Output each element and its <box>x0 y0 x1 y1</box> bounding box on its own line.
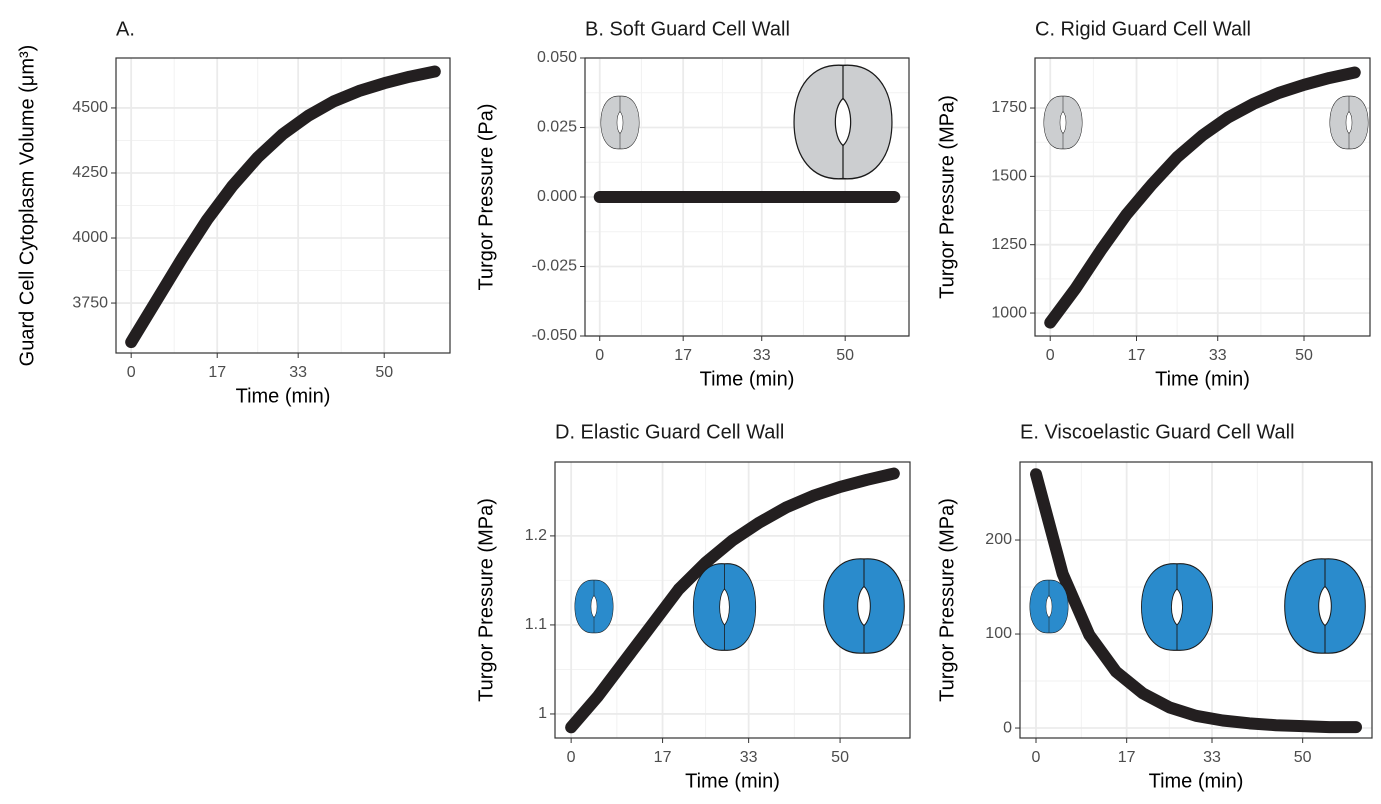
x-axis-title: Time (min) <box>236 385 331 407</box>
plot-frame <box>554 461 911 739</box>
x-tick-label: 50 <box>1295 347 1313 364</box>
chart-title: A. <box>116 18 135 40</box>
x-tick-label: 0 <box>595 347 604 364</box>
x-tick-label: 33 <box>740 749 758 766</box>
y-tick-label: 3750 <box>72 294 108 311</box>
plot-background <box>1035 58 1370 336</box>
y-tick-label: 0.025 <box>537 119 577 136</box>
chart-title: B. Soft Guard Cell Wall <box>585 18 790 40</box>
y-tick-label: 1750 <box>991 99 1027 116</box>
x-axis-title: Time (min) <box>685 770 780 792</box>
x-tick-label: 17 <box>1118 749 1136 766</box>
x-tick-label: 0 <box>567 749 576 766</box>
y-axis-title: Turgor Pressure (MPa) <box>475 498 497 702</box>
y-tick-label: 0 <box>1003 719 1012 736</box>
y-axis-title: Turgor Pressure (MPa) <box>936 95 958 299</box>
y-axis-title: Turgor Pressure (MPa) <box>936 498 958 702</box>
plot-frame <box>115 57 451 354</box>
guard-cell-icon <box>574 579 614 634</box>
chart-title: E. Viscoelastic Guard Cell Wall <box>1020 421 1295 443</box>
y-tick-label: 0.000 <box>537 188 577 205</box>
guard-cell-icon <box>1029 579 1069 634</box>
x-tick-label: 17 <box>1128 347 1146 364</box>
guard-cell-icon <box>1140 563 1214 651</box>
plot-frame <box>584 57 910 337</box>
x-tick-label: 33 <box>289 364 307 381</box>
x-axis-title: Time (min) <box>1149 770 1244 792</box>
guard-cell-icon <box>1329 95 1369 150</box>
y-axis-title: Turgor Pressure (Pa) <box>475 103 497 290</box>
x-axis-title: Time (min) <box>1155 368 1250 390</box>
y-axis-title: Guard Cell Cytoplasm Volume (μm³) <box>16 45 38 367</box>
y-tick-label: 1500 <box>991 168 1027 185</box>
x-axis-title: Time (min) <box>700 368 795 390</box>
panel: 1000 1250 1500 1750 0 17 33 50 C. Rigid Guard Ce… <box>936 18 1371 390</box>
guard-cell-icon <box>1043 95 1083 150</box>
x-tick-label: 50 <box>375 364 393 381</box>
x-tick-label: 0 <box>127 364 136 381</box>
plot-frame <box>1034 57 1371 337</box>
y-tick-label: 1.1 <box>525 616 547 633</box>
guard-cell-icon <box>793 64 893 180</box>
y-tick-label: 4000 <box>72 229 108 246</box>
guard-cell-icon <box>1284 558 1366 654</box>
x-tick-label: 33 <box>753 347 771 364</box>
panel: 3750 4000 4250 4500 0 17 33 50 A. Time (min) Guard… <box>16 18 451 407</box>
x-tick-label: 17 <box>674 347 692 364</box>
y-tick-label: 4250 <box>72 164 108 181</box>
data-line <box>565 467 900 734</box>
x-tick-label: 33 <box>1203 749 1221 766</box>
data-line <box>125 65 441 349</box>
plot-frame <box>1019 461 1373 739</box>
y-tick-label: 1000 <box>991 304 1027 321</box>
x-tick-label: 33 <box>1209 347 1227 364</box>
x-tick-label: 17 <box>208 364 226 381</box>
data-line <box>1030 468 1362 734</box>
y-tick-label: 1250 <box>991 236 1027 253</box>
x-tick-label: 17 <box>654 749 672 766</box>
data-line <box>1044 66 1361 329</box>
chart-title: D. Elastic Guard Cell Wall <box>555 421 784 443</box>
y-tick-label: 100 <box>985 625 1012 642</box>
guard-cell-icon <box>692 563 757 651</box>
chart-title: C. Rigid Guard Cell Wall <box>1035 18 1251 40</box>
guard-cell-icon <box>823 558 905 654</box>
plots: 3750 4000 4250 4500 0 17 33 50 A. Time (min) Guard… <box>16 18 1373 792</box>
y-tick-label: 1 <box>538 705 547 722</box>
y-tick-label: 4500 <box>72 99 108 116</box>
x-tick-label: 50 <box>831 749 849 766</box>
y-tick-label: -0.050 <box>532 327 577 344</box>
y-tick-label: 200 <box>985 531 1012 548</box>
y-tick-label: -0.025 <box>532 258 577 275</box>
y-tick-label: 1.2 <box>525 527 547 544</box>
x-tick-label: 50 <box>1294 749 1312 766</box>
x-tick-label: 0 <box>1046 347 1055 364</box>
guard-cell-icon <box>600 95 640 150</box>
x-tick-label: 50 <box>836 347 854 364</box>
y-tick-label: 0.050 <box>537 49 577 66</box>
x-tick-label: 0 <box>1032 749 1041 766</box>
